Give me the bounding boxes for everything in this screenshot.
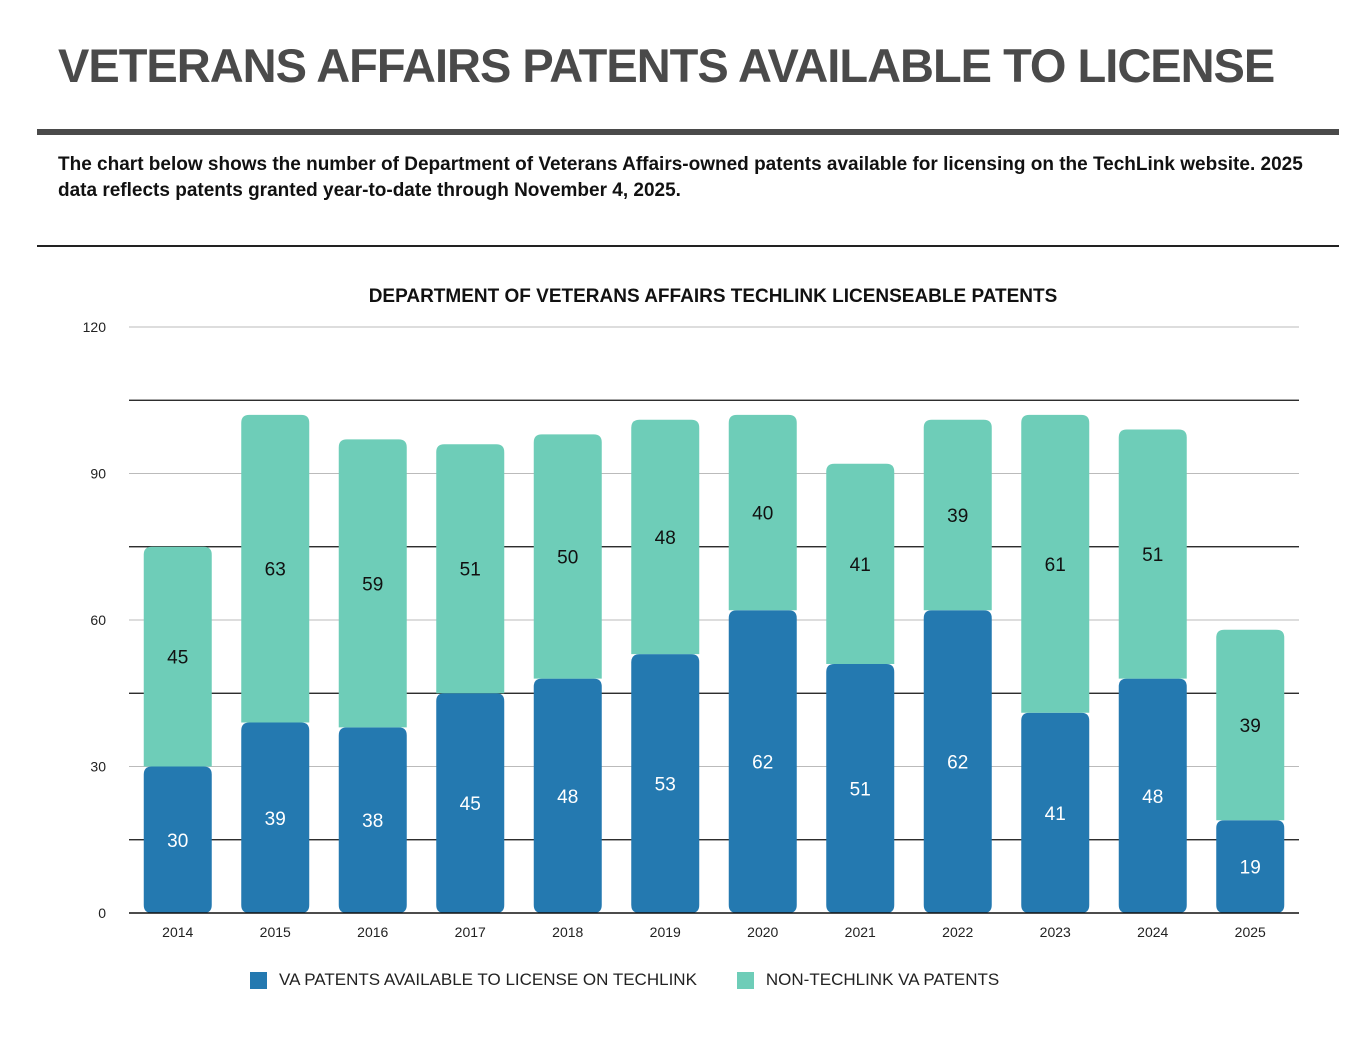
legend-swatch-non-techlink	[736, 971, 754, 989]
data-label: 38	[362, 811, 383, 832]
y-tick-label: 90	[90, 466, 106, 482]
y-tick-label: 0	[98, 905, 106, 921]
bar-techlink	[338, 727, 407, 913]
section-divider	[37, 245, 1339, 247]
data-label: 19	[1240, 858, 1261, 879]
bar-techlink	[241, 722, 310, 913]
x-tick-label: 2025	[1235, 924, 1266, 940]
data-label: 50	[557, 548, 578, 569]
bar-non-techlink	[1021, 414, 1090, 713]
page-title: VETERANS AFFAIRS PATENTS AVAILABLE TO LI…	[58, 39, 1275, 92]
bar-non-techlink	[143, 546, 212, 767]
x-tick-label: 2021	[845, 924, 876, 940]
data-label: 53	[655, 775, 676, 796]
bar-non-techlink	[338, 439, 407, 728]
data-label: 48	[1142, 787, 1163, 808]
data-label: 41	[850, 555, 871, 576]
legend-item-non-techlink: NON-TECHLINK VA PATENTS	[736, 970, 1000, 990]
y-tick-label: 30	[90, 759, 106, 775]
data-label: 48	[655, 528, 676, 549]
data-label: 51	[460, 560, 481, 581]
data-label: 45	[460, 794, 481, 815]
bar-techlink	[533, 678, 602, 913]
legend-item-techlink: VA PATENTS AVAILABLE TO LICENSE ON TECHL…	[250, 970, 697, 990]
bar-techlink	[436, 693, 505, 913]
bar-techlink	[1216, 820, 1285, 913]
bar-non-techlink	[826, 463, 895, 664]
data-label: 59	[362, 574, 383, 595]
data-label: 40	[752, 504, 773, 525]
bar-non-techlink	[533, 434, 602, 679]
legend-swatch-techlink	[250, 971, 267, 989]
x-tick-label: 2024	[1137, 924, 1168, 940]
chart-legend: VA PATENTS AVAILABLE TO LICENSE ON TECHL…	[250, 970, 999, 990]
x-tick-label: 2023	[1040, 924, 1071, 940]
data-label: 45	[167, 648, 188, 669]
chart-description: The chart below shows the number of Depa…	[58, 154, 1303, 201]
bar-techlink	[1118, 678, 1187, 913]
title-divider	[37, 129, 1339, 135]
x-tick-label: 2019	[650, 924, 681, 940]
chart-title: DEPARTMENT OF VETERANS AFFAIRS TECHLINK …	[369, 286, 1058, 307]
data-label: 41	[1045, 804, 1066, 825]
data-label: 62	[752, 753, 773, 774]
bar-techlink	[631, 654, 700, 913]
data-label: 30	[167, 831, 188, 852]
bar-non-techlink	[728, 414, 797, 611]
data-label: 61	[1045, 555, 1066, 576]
data-label: 39	[1240, 716, 1261, 737]
y-tick-label: 60	[90, 612, 106, 628]
bar-non-techlink	[923, 419, 992, 611]
x-tick-label: 2020	[747, 924, 778, 940]
data-label: 51	[850, 779, 871, 800]
y-tick-label: 120	[83, 319, 107, 335]
bar-non-techlink	[1118, 429, 1187, 679]
x-tick-label: 2016	[357, 924, 388, 940]
data-label: 51	[1142, 545, 1163, 566]
bar-techlink	[143, 766, 212, 913]
bar-techlink	[826, 663, 895, 913]
bar-non-techlink	[1216, 629, 1285, 821]
data-label: 63	[265, 560, 286, 581]
bar-techlink	[923, 610, 992, 913]
x-tick-label: 2017	[455, 924, 486, 940]
x-tick-label: 2015	[260, 924, 291, 940]
x-tick-label: 2018	[552, 924, 583, 940]
bar-techlink	[1021, 712, 1090, 913]
x-tick-label: 2022	[942, 924, 973, 940]
data-label: 62	[947, 753, 968, 774]
legend-label-techlink: VA PATENTS AVAILABLE TO LICENSE ON TECHL…	[279, 970, 697, 989]
bar-non-techlink	[631, 419, 700, 655]
bar-non-techlink	[241, 414, 310, 723]
legend-label-non-techlink: NON-TECHLINK VA PATENTS	[765, 970, 1000, 989]
bar-non-techlink	[436, 444, 505, 694]
data-label: 39	[947, 506, 968, 527]
data-label: 39	[265, 809, 286, 830]
x-tick-label: 2014	[162, 924, 193, 940]
bar-techlink	[728, 610, 797, 913]
data-label: 48	[557, 787, 578, 808]
